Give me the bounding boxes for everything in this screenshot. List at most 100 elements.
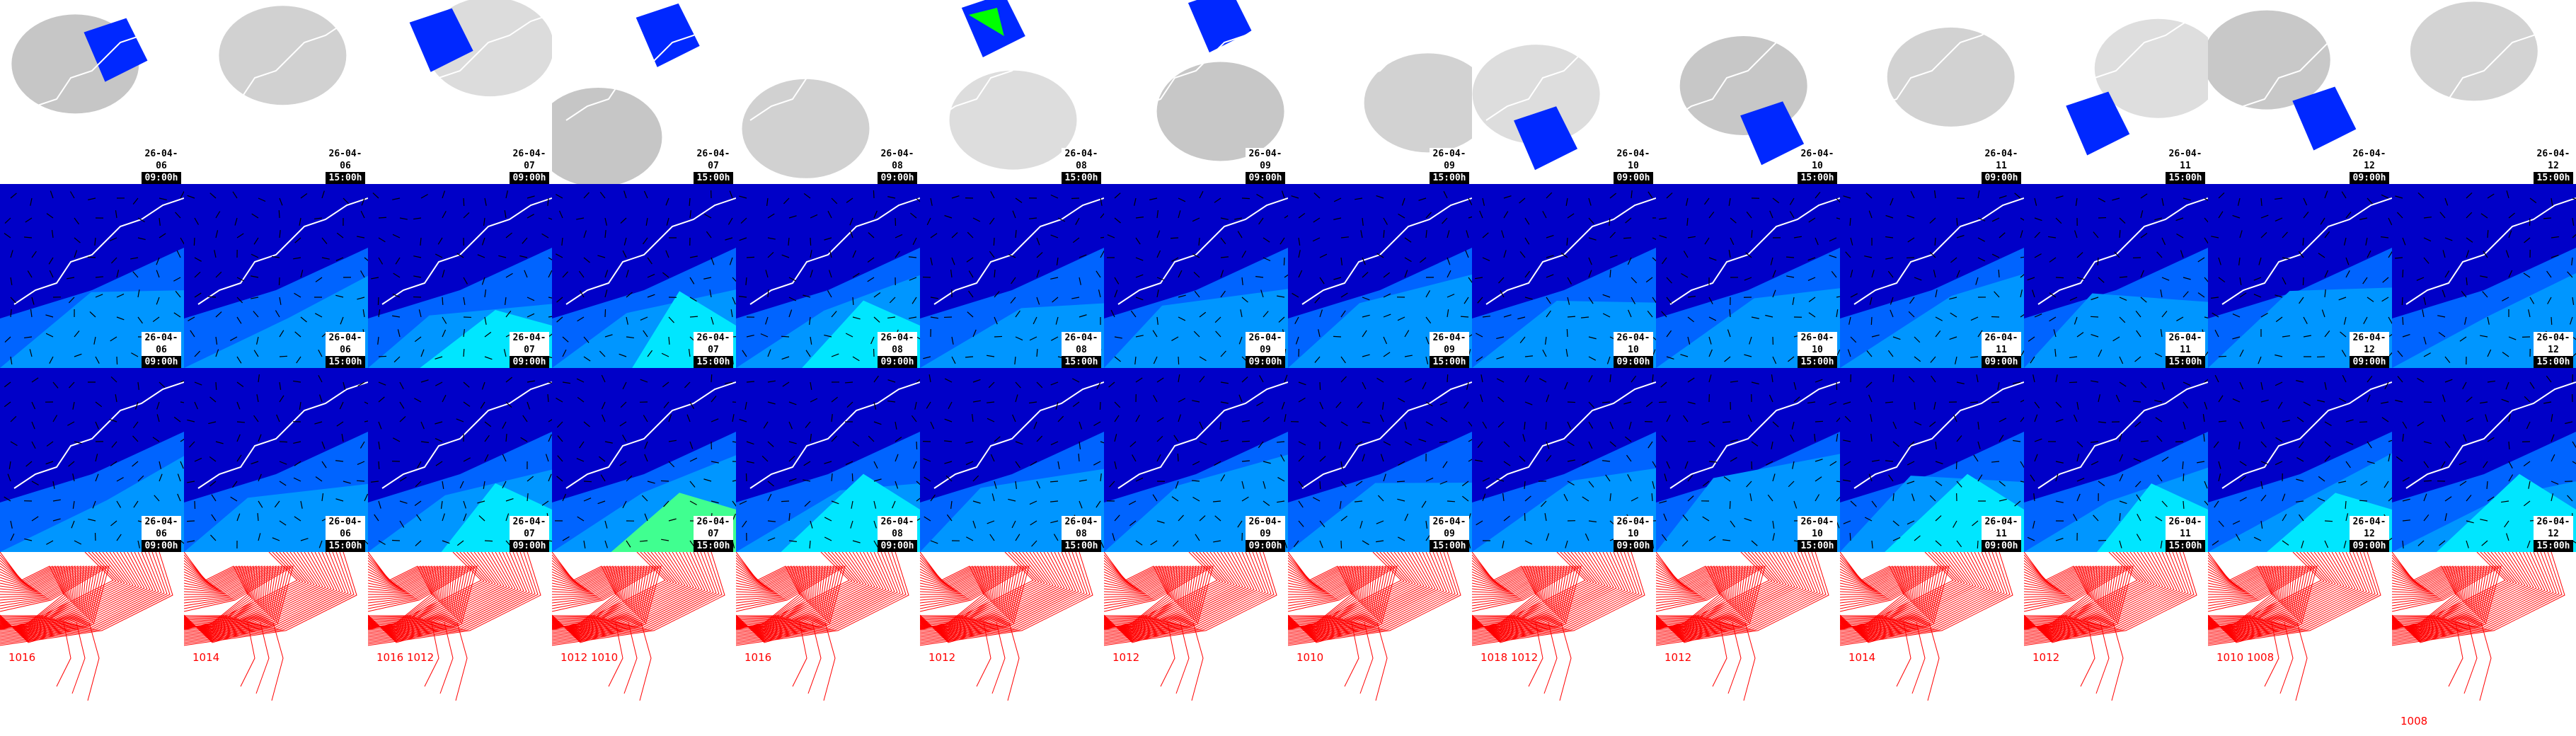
wind-arrow-icon bbox=[706, 231, 712, 238]
map-panel[interactable]: 26-04-06 09:00h bbox=[0, 368, 184, 552]
map-panel[interactable]: 26-04-12 15:00h bbox=[2392, 0, 2576, 184]
map-panel[interactable]: 26-04-11 15:00h bbox=[2024, 0, 2208, 184]
map-panel[interactable]: 1010 1008 bbox=[2208, 552, 2392, 736]
wind-arrow-icon bbox=[504, 297, 507, 305]
map-panel[interactable]: 1018 1012 bbox=[1472, 552, 1656, 736]
wind-arrow-icon bbox=[2161, 311, 2168, 318]
map-panel[interactable]: 26-04-09 15:00h bbox=[1288, 184, 1472, 368]
wind-arrow-icon bbox=[803, 461, 811, 466]
wind-arrow-icon bbox=[1171, 336, 1179, 341]
map-panel[interactable]: 1012 bbox=[920, 552, 1104, 736]
wind-arrow-icon bbox=[1114, 192, 1121, 199]
map-panel[interactable]: 26-04-06 15:00h bbox=[184, 184, 368, 368]
map-panel[interactable]: 26-04-08 15:00h bbox=[920, 184, 1104, 368]
timestamp-label: 26-04-09 09:00h bbox=[1246, 516, 1285, 552]
map-panel[interactable]: 26-04-09 15:00h bbox=[1288, 368, 1472, 552]
map-panel[interactable]: 1012 bbox=[2024, 552, 2208, 736]
wind-arrow-icon bbox=[2098, 197, 2105, 202]
wind-arrow-icon bbox=[1972, 520, 1979, 527]
isobar-line bbox=[2295, 622, 2308, 701]
map-panel[interactable]: 1016 bbox=[736, 552, 920, 736]
map-panel[interactable]: 26-04-06 15:00h bbox=[184, 0, 368, 184]
date-label: 26-04-08 bbox=[878, 516, 917, 540]
map-panel[interactable]: 26-04-08 15:00h bbox=[920, 0, 1104, 184]
wind-arrow-icon bbox=[583, 257, 590, 263]
wind-arrow-icon bbox=[527, 401, 531, 410]
wind-arrow-icon bbox=[1609, 421, 1614, 430]
map-panel[interactable]: 26-04-12 09:00h bbox=[2208, 0, 2392, 184]
map-panel[interactable]: 26-04-06 09:00h bbox=[0, 0, 184, 184]
map-panel[interactable]: 26-04-11 15:00h bbox=[2024, 184, 2208, 368]
wind-arrow-icon bbox=[2202, 414, 2205, 422]
wind-arrow-icon bbox=[2381, 236, 2389, 238]
wind-arrow-icon bbox=[1291, 195, 1299, 199]
wind-arrow-icon bbox=[2367, 394, 2371, 403]
wind-arrow-icon bbox=[1482, 197, 1485, 206]
map-panel[interactable]: 1014 bbox=[1840, 552, 2024, 736]
wind-arrow-icon bbox=[1991, 461, 2000, 463]
map-panel[interactable]: 26-04-09 15:00h bbox=[1288, 0, 1472, 184]
wind-arrow-icon bbox=[2299, 297, 2304, 304]
map-panel[interactable]: 26-04-08 09:00h bbox=[736, 0, 920, 184]
map-panel[interactable]: 26-04-12 09:00h bbox=[2208, 368, 2392, 552]
wind-arrow-icon bbox=[1030, 520, 1037, 526]
map-panel[interactable]: 26-04-08 15:00h bbox=[920, 368, 1104, 552]
map-panel[interactable]: 26-04-07 15:00h bbox=[552, 368, 736, 552]
isobar-line bbox=[0, 552, 151, 635]
map-panel[interactable]: 26-04-10 15:00h bbox=[1656, 368, 1840, 552]
date-label: 26-04-06 bbox=[326, 148, 365, 172]
map-panel[interactable]: 26-04-07 15:00h bbox=[552, 0, 736, 184]
map-panel[interactable]: 1016 1012 bbox=[368, 552, 552, 736]
map-panel[interactable]: 26-04-10 09:00h bbox=[1472, 0, 1656, 184]
wind-arrow-icon bbox=[711, 257, 715, 265]
timestamp-label: 26-04-07 09:00h bbox=[510, 148, 549, 184]
wind-arrow-icon bbox=[477, 500, 485, 504]
map-panel[interactable]: 26-04-06 15:00h bbox=[184, 368, 368, 552]
map-panel[interactable]: 26-04-09 09:00h bbox=[1104, 184, 1288, 368]
map-panel[interactable]: 26-04-09 09:00h bbox=[1104, 0, 1288, 184]
wind-arrow-icon bbox=[2567, 495, 2573, 502]
map-panel[interactable]: 1008 bbox=[2392, 552, 2576, 736]
wind-arrow-icon bbox=[1786, 275, 1795, 278]
wind-arrow-icon bbox=[1340, 257, 1342, 265]
wind-arrow-icon bbox=[2388, 316, 2392, 324]
map-panel[interactable]: 26-04-11 15:00h bbox=[2024, 368, 2208, 552]
map-panel[interactable]: 26-04-09 09:00h bbox=[1104, 368, 1288, 552]
map-panel[interactable]: 26-04-10 09:00h bbox=[1472, 368, 1656, 552]
map-panel[interactable]: 26-04-12 09:00h bbox=[2208, 184, 2392, 368]
wind-arrow-icon bbox=[788, 441, 797, 444]
wind-arrow-icon bbox=[159, 381, 166, 388]
isobar-line bbox=[1656, 565, 1760, 641]
map-panel[interactable]: 26-04-07 09:00h bbox=[368, 184, 552, 368]
map-panel[interactable]: 26-04-10 15:00h bbox=[1656, 0, 1840, 184]
map-panel[interactable]: 26-04-10 09:00h bbox=[1472, 184, 1656, 368]
wind-arrow-icon bbox=[399, 416, 406, 422]
map-panel[interactable]: 1012 bbox=[1104, 552, 1288, 736]
map-panel[interactable]: 26-04-06 09:00h bbox=[0, 184, 184, 368]
wind-arrow-icon bbox=[2160, 540, 2163, 548]
wind-arrow-icon bbox=[399, 217, 408, 220]
map-panel[interactable]: 26-04-12 15:00h bbox=[2392, 184, 2576, 368]
wind-arrow-icon bbox=[2365, 237, 2368, 246]
coastline bbox=[933, 381, 1104, 489]
map-panel[interactable]: 26-04-07 09:00h bbox=[368, 0, 552, 184]
wind-arrow-icon bbox=[1079, 254, 1087, 258]
map-panel[interactable]: 1014 bbox=[184, 552, 368, 736]
map-panel[interactable]: 26-04-11 09:00h bbox=[1840, 184, 2024, 368]
wind-arrow-icon bbox=[923, 356, 931, 360]
map-panel[interactable]: 26-04-07 09:00h bbox=[368, 368, 552, 552]
wind-arrow-icon bbox=[2442, 289, 2446, 298]
map-panel[interactable]: 1012 bbox=[1656, 552, 1840, 736]
map-panel[interactable]: 26-04-11 09:00h bbox=[1840, 368, 2024, 552]
map-panel[interactable]: 1012 1010 bbox=[552, 552, 736, 736]
map-panel[interactable]: 1016 bbox=[0, 552, 184, 736]
map-panel[interactable]: 1010 bbox=[1288, 552, 1472, 736]
map-panel[interactable]: 26-04-10 15:00h bbox=[1656, 184, 1840, 368]
map-panel[interactable]: 26-04-08 09:00h bbox=[736, 184, 920, 368]
wind-arrow-icon bbox=[873, 292, 881, 298]
map-panel[interactable]: 26-04-11 09:00h bbox=[1840, 0, 2024, 184]
map-panel[interactable]: 26-04-12 15:00h bbox=[2392, 368, 2576, 552]
map-panel[interactable]: 26-04-07 15:00h bbox=[552, 184, 736, 368]
map-panel[interactable]: 26-04-08 09:00h bbox=[736, 368, 920, 552]
wind-arrow-icon bbox=[911, 415, 917, 422]
